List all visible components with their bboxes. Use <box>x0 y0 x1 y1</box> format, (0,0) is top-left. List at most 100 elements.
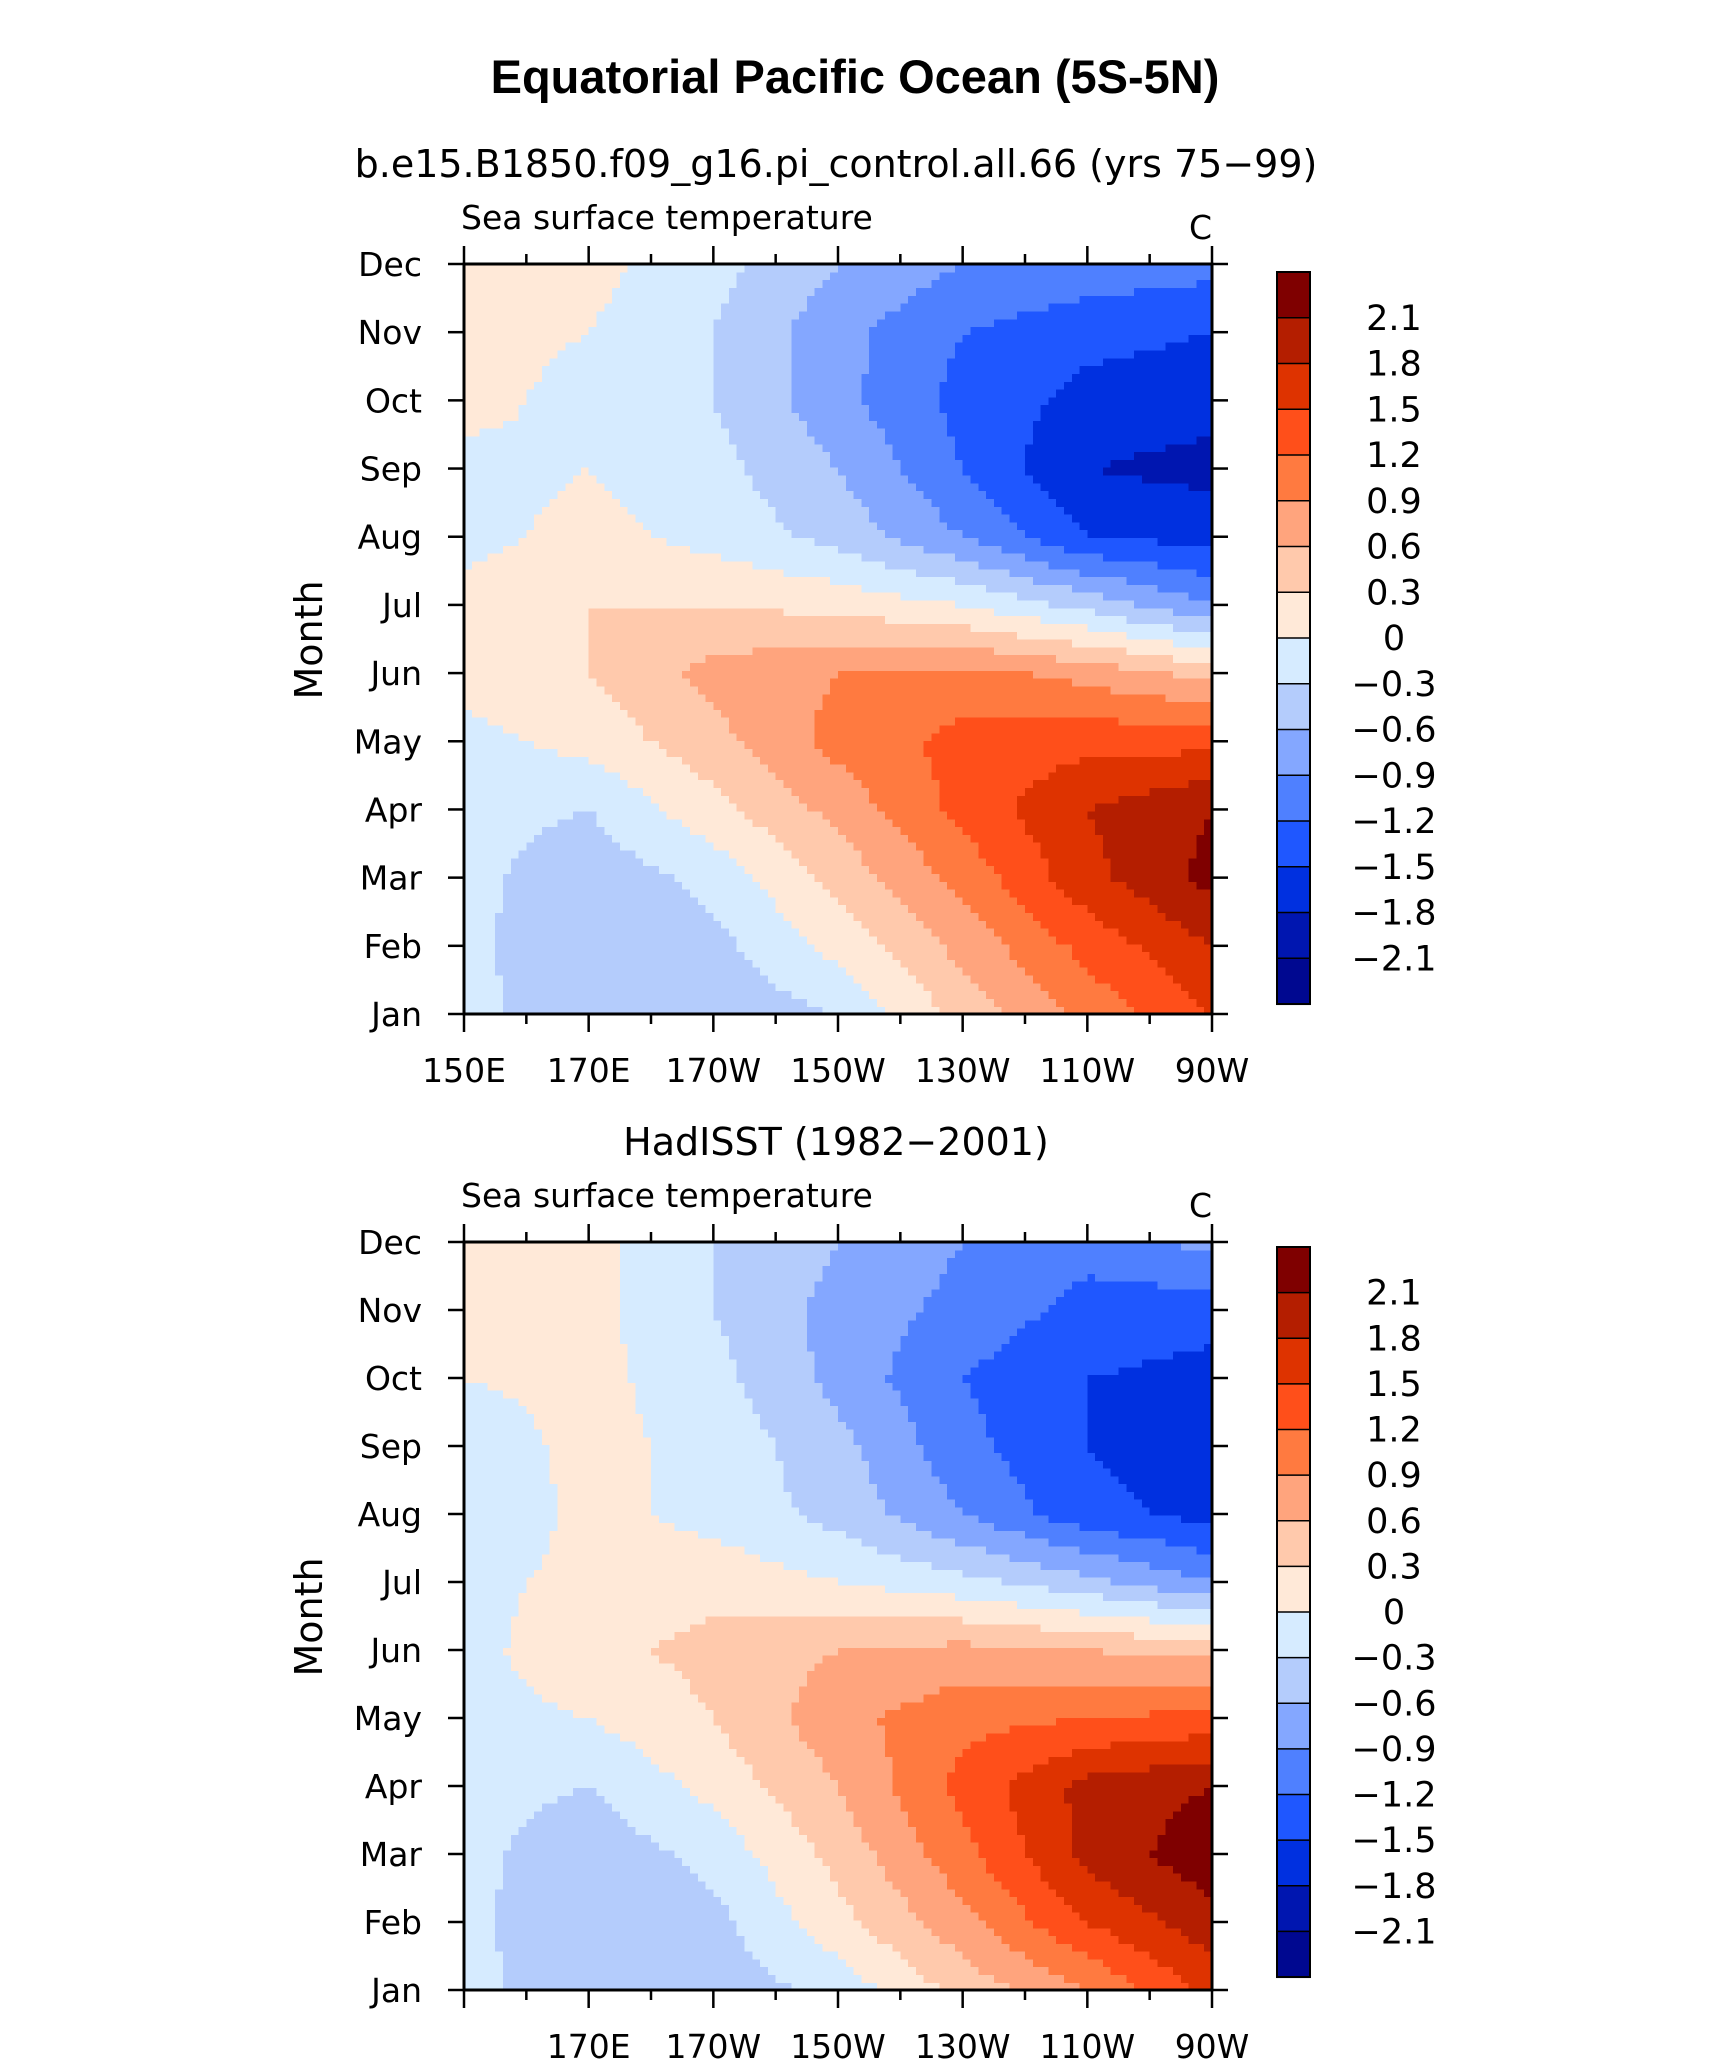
contour-cell <box>1134 1006 1143 1014</box>
contour-cell <box>1009 662 1018 671</box>
contour-cell <box>853 631 862 640</box>
contour-cell <box>1079 693 1088 703</box>
contour-cell <box>495 998 504 1007</box>
contour-cell <box>487 771 496 781</box>
contour-cell <box>526 693 535 703</box>
contour-cell <box>635 771 644 781</box>
contour-cell <box>658 998 668 1007</box>
contour-cell <box>713 732 722 742</box>
contour-cell <box>464 990 473 999</box>
contour-cell <box>993 967 1003 976</box>
contour-cell <box>627 670 637 679</box>
contour-cell <box>1157 764 1166 773</box>
contour-cell <box>1180 842 1190 851</box>
contour-cell <box>596 701 605 710</box>
contour-cell <box>1025 857 1034 867</box>
contour-cell <box>487 740 496 749</box>
contour-cell <box>643 928 652 937</box>
contour-cell <box>791 662 800 671</box>
contour-cell <box>651 881 660 890</box>
contour-cell <box>510 998 520 1007</box>
contour-cell <box>658 724 668 734</box>
contour-cell <box>1001 842 1011 851</box>
contour-cell <box>705 717 714 726</box>
contour-cell <box>502 779 512 789</box>
contour-cell <box>892 1006 901 1014</box>
contour-cell <box>1188 974 1198 984</box>
contour-cell <box>697 810 707 820</box>
contour-cell <box>1180 803 1190 812</box>
contour-cell <box>752 842 761 851</box>
contour-cell <box>838 662 847 671</box>
contour-cell <box>557 974 566 984</box>
contour-cell <box>596 756 605 765</box>
contour-cell <box>900 740 909 749</box>
contour-cell <box>861 639 870 648</box>
contour-cell <box>1071 756 1081 765</box>
contour-cell <box>1173 693 1182 703</box>
contour-cell <box>1040 928 1049 937</box>
contour-cell <box>713 873 722 882</box>
contour-cell <box>1102 943 1112 953</box>
contour-cell <box>1017 834 1026 843</box>
contour-cell <box>541 779 551 789</box>
contour-cell <box>1118 912 1127 921</box>
contour-cell <box>658 896 668 906</box>
contour-cell <box>721 998 730 1007</box>
contour-cell <box>1149 717 1159 726</box>
contour-cell <box>830 959 839 968</box>
contour-cell <box>580 709 590 718</box>
contour-cell <box>799 756 808 765</box>
contour-cell <box>1087 842 1096 851</box>
contour-cell <box>853 701 862 710</box>
contour-cell <box>767 974 777 984</box>
contour-cell <box>876 732 886 742</box>
contour-cell <box>565 928 574 937</box>
contour-cell <box>962 935 972 945</box>
contour-cell <box>1056 740 1065 749</box>
contour-cell <box>1196 842 1205 851</box>
contour-cell <box>541 631 551 640</box>
contour-cell <box>1040 732 1049 742</box>
contour-cell <box>728 982 738 992</box>
contour-cell <box>674 881 683 890</box>
contour-cell <box>588 670 598 679</box>
contour-cell <box>814 881 824 890</box>
contour-cell <box>1071 873 1081 882</box>
contour-cell <box>853 771 862 781</box>
contour-cell <box>565 842 574 851</box>
contour-cell <box>705 959 714 968</box>
contour-cell <box>853 842 862 851</box>
contour-cell <box>923 912 933 921</box>
contour-cell <box>900 678 909 687</box>
contour-cell <box>822 678 831 687</box>
contour-cell <box>876 717 886 726</box>
contour-cell <box>464 724 473 734</box>
contour-cell <box>806 873 816 882</box>
contour-cell <box>471 865 481 874</box>
contour-cell <box>1040 998 1049 1007</box>
contour-cell <box>1141 764 1151 773</box>
contour-cell <box>970 685 979 695</box>
contour-cell <box>806 857 816 867</box>
contour-cell <box>1180 912 1190 921</box>
contour-cell <box>502 771 512 781</box>
contour-cell <box>510 889 520 898</box>
contour-cell <box>1157 1006 1166 1014</box>
contour-cell <box>1165 654 1174 664</box>
contour-cell <box>1001 1006 1011 1014</box>
contour-cell <box>931 654 940 664</box>
contour-cell <box>822 662 831 671</box>
contour-cell <box>674 685 683 695</box>
contour-cell <box>651 764 660 773</box>
contour-cell <box>791 771 800 781</box>
contour-cell <box>954 607 964 617</box>
contour-cell <box>1009 615 1018 624</box>
contour-cell <box>674 865 683 874</box>
contour-cell <box>884 615 894 624</box>
contour-cell <box>557 943 566 953</box>
contour-cell <box>986 740 995 749</box>
contour-cell <box>674 959 683 968</box>
contour-cell <box>876 662 886 671</box>
contour-cell <box>471 607 481 617</box>
